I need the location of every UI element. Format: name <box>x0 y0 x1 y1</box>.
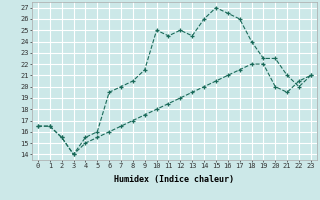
X-axis label: Humidex (Indice chaleur): Humidex (Indice chaleur) <box>115 175 234 184</box>
